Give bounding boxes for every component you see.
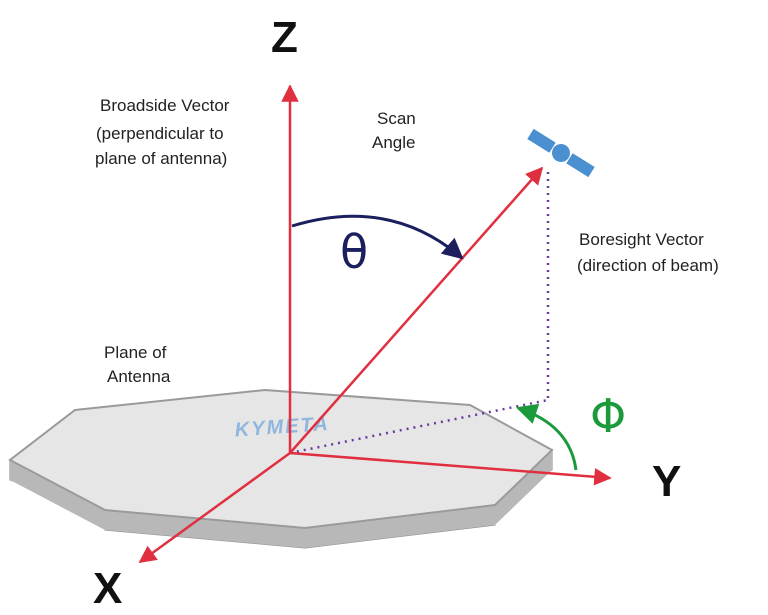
projection-lines [289,172,550,455]
scan-angle-label: Scan Angle [372,109,416,152]
broadside-vector-label: Broadside Vector (perpendicular to plane… [95,96,230,168]
x-axis-label: X [93,564,122,613]
antenna-plane: KYMETA [8,388,554,549]
phi-symbol: Φ [590,389,626,443]
broadside-line-2: (perpendicular to [96,124,224,143]
plane-line-1: Plane of [104,343,167,362]
x-axis-arrow [138,451,291,564]
y-axis-label: Y [652,457,681,506]
boresight-vector-label: Boresight Vector (direction of beam) [577,230,719,275]
z-axis-label: Z [271,13,298,62]
plane-of-antenna-label: Plane of Antenna [104,343,171,386]
scan-line-1: Scan [377,109,416,128]
azimuth-angle-arc [516,403,578,471]
boresight-vector-arrow [289,166,544,454]
broadside-line-3: plane of antenna) [95,149,227,168]
axes [138,84,612,564]
scan-line-2: Angle [372,133,415,152]
broadside-line-1: Broadside Vector [100,96,230,115]
antenna-plate-front-face [10,450,552,548]
boresight-line-1: Boresight Vector [579,230,704,249]
y-axis-arrow [289,451,612,486]
plane-line-2: Antenna [107,367,171,386]
theta-symbol: θ [340,225,368,279]
boresight-line-2: (direction of beam) [577,256,719,275]
satellite-icon [527,128,595,178]
scan-angle-arc [291,214,464,260]
boresight-ground-projection [289,398,549,455]
